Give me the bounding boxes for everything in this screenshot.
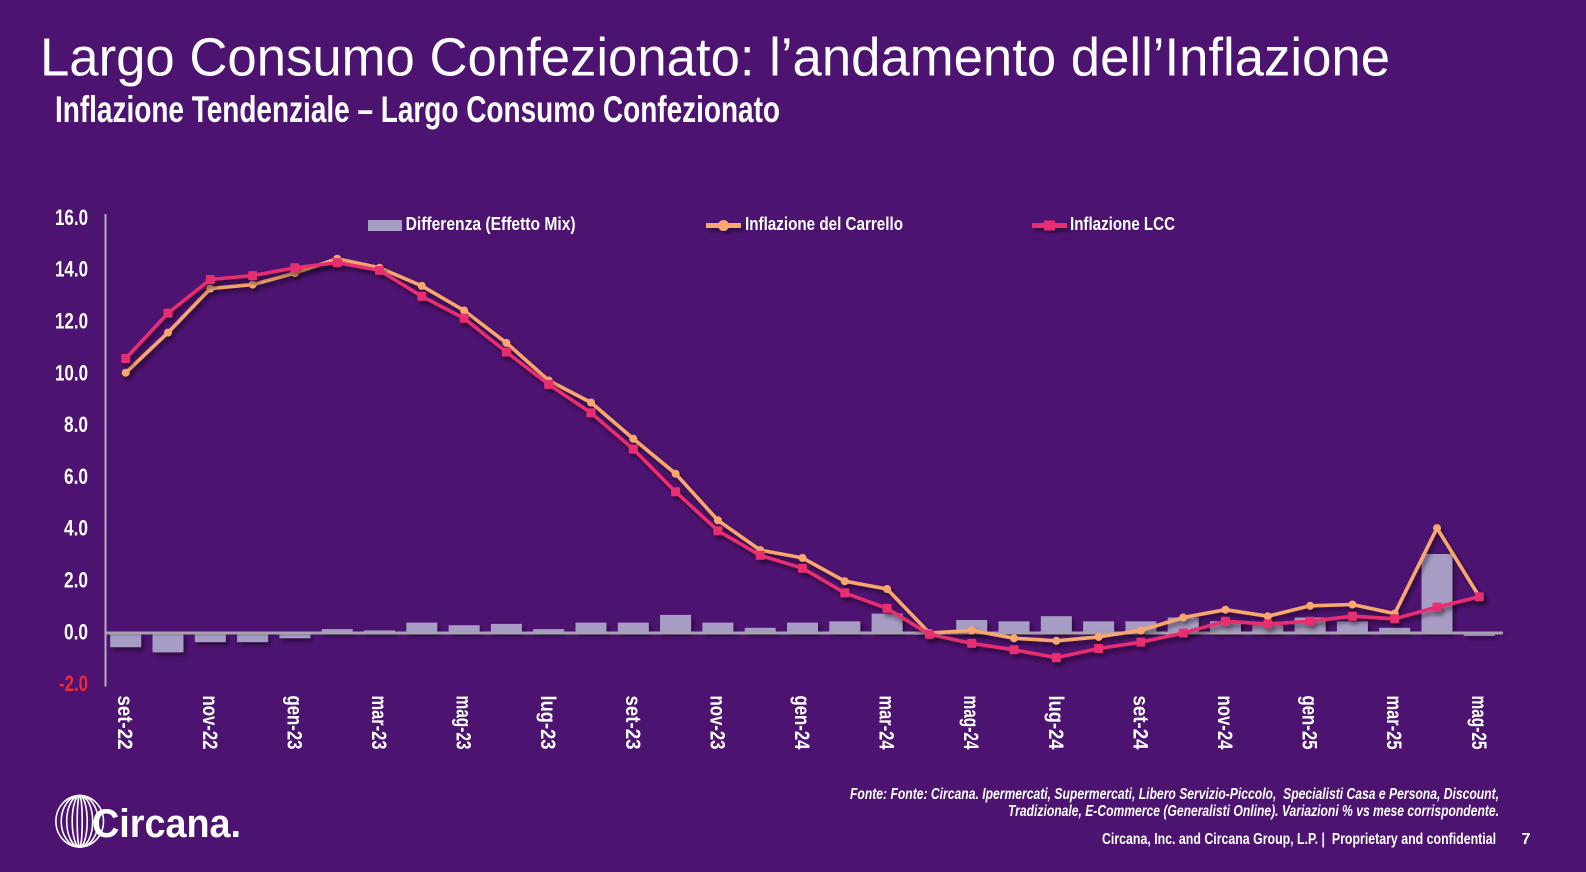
svg-text:Inflazione LCC: Inflazione LCC xyxy=(1070,214,1175,234)
svg-text:Differenza (Effetto Mix): Differenza (Effetto Mix) xyxy=(406,214,576,234)
svg-text:2.0: 2.0 xyxy=(64,568,88,593)
svg-text:14.0: 14.0 xyxy=(55,257,88,282)
svg-text:Inflazione Tendenziale – Largo: Inflazione Tendenziale – Largo Consumo C… xyxy=(55,89,780,130)
svg-text:nov-23: nov-23 xyxy=(705,696,728,750)
svg-text:mar-24: mar-24 xyxy=(875,696,898,750)
svg-text:4.0: 4.0 xyxy=(64,516,88,541)
svg-text:Circana, Inc. and Circana Grou: Circana, Inc. and Circana Group, L.P. | … xyxy=(1102,831,1496,848)
svg-text:16.0: 16.0 xyxy=(55,205,88,230)
svg-text:set-22: set-22 xyxy=(113,696,136,750)
svg-text:mag-25: mag-25 xyxy=(1467,696,1490,750)
svg-text:10.0: 10.0 xyxy=(55,360,88,385)
svg-text:gen-24: gen-24 xyxy=(790,696,813,750)
svg-text:set-24: set-24 xyxy=(1128,696,1151,750)
svg-text:Largo Consumo Confezionato: l’: Largo Consumo Confezionato: l’andamento … xyxy=(40,27,1390,87)
svg-text:Fonte: Fonte: Circana. Ipermer: Fonte: Fonte: Circana. Ipermercati, Supe… xyxy=(850,786,1499,803)
svg-text:mar-25: mar-25 xyxy=(1382,696,1405,750)
svg-text:12.0: 12.0 xyxy=(55,309,88,334)
svg-text:7: 7 xyxy=(1522,831,1531,848)
svg-text:gen-25: gen-25 xyxy=(1298,696,1321,750)
svg-text:lug-23: lug-23 xyxy=(536,696,559,750)
svg-text:Circana.: Circana. xyxy=(92,802,241,846)
svg-text:mag-23: mag-23 xyxy=(452,696,475,750)
svg-text:8.0: 8.0 xyxy=(64,412,88,437)
svg-text:0.0: 0.0 xyxy=(64,619,88,644)
svg-text:mag-24: mag-24 xyxy=(959,696,982,750)
svg-text:gen-23: gen-23 xyxy=(282,696,305,750)
svg-text:6.0: 6.0 xyxy=(64,464,88,489)
svg-text:lug-24: lug-24 xyxy=(1044,696,1067,750)
svg-text:set-23: set-23 xyxy=(621,696,644,750)
svg-text:mar-23: mar-23 xyxy=(367,696,390,750)
svg-text:nov-22: nov-22 xyxy=(198,696,221,750)
svg-text:-2.0: -2.0 xyxy=(59,671,88,696)
svg-text:Inflazione del Carrello: Inflazione del Carrello xyxy=(745,214,903,234)
svg-text:nov-24: nov-24 xyxy=(1213,696,1236,750)
svg-text:Tradizionale, E-Commerce (Gene: Tradizionale, E-Commerce (Generalisti On… xyxy=(1008,803,1499,820)
